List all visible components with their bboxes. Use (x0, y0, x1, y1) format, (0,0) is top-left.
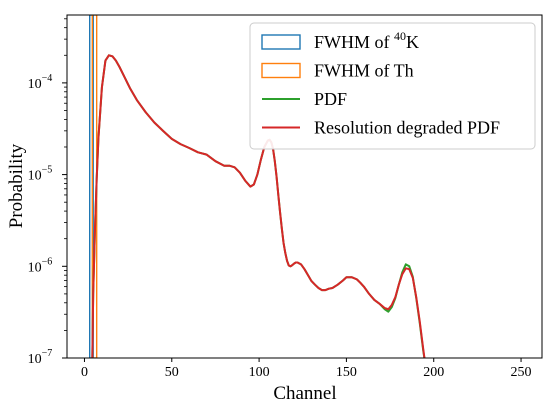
x-tick-label: 150 (336, 365, 357, 380)
x-tick-label: 0 (81, 365, 88, 380)
x-tick-label: 200 (423, 365, 444, 380)
legend-swatch-0 (261, 34, 301, 50)
legend-swatch-1 (261, 62, 301, 79)
y-tick-label: 10−5 (28, 165, 53, 184)
legend-label-1: FWHM of Th (314, 61, 414, 81)
legend-box (249, 22, 536, 150)
legend-label-2: PDF (314, 89, 347, 109)
plot-area (89, 15, 426, 358)
y-tick-label: 10−7 (28, 348, 53, 367)
x-axis-label: Channel (273, 383, 336, 404)
series-line-1 (91, 54, 426, 358)
legend-label-3: Resolution degraded PDF (314, 118, 500, 138)
plot-frame (66, 14, 543, 359)
legend-label-0: FWHM of 40K (314, 29, 419, 52)
x-tick-label: 100 (249, 365, 270, 380)
y-axis-label: Probability (6, 143, 27, 228)
y-tick-label: 10−6 (28, 256, 53, 275)
legend: FWHM of 40K FWHM of Th PDF Resolution degra… (249, 22, 536, 150)
y-tick-label: 10−4 (28, 73, 53, 92)
fwhm-span-0 (89, 15, 94, 358)
axes: 0 50 100 150 200 250 10−7 10−6 10−5 10−4 (28, 18, 532, 380)
x-tick-label: 50 (165, 365, 179, 380)
x-tick-label: 250 (511, 365, 532, 380)
